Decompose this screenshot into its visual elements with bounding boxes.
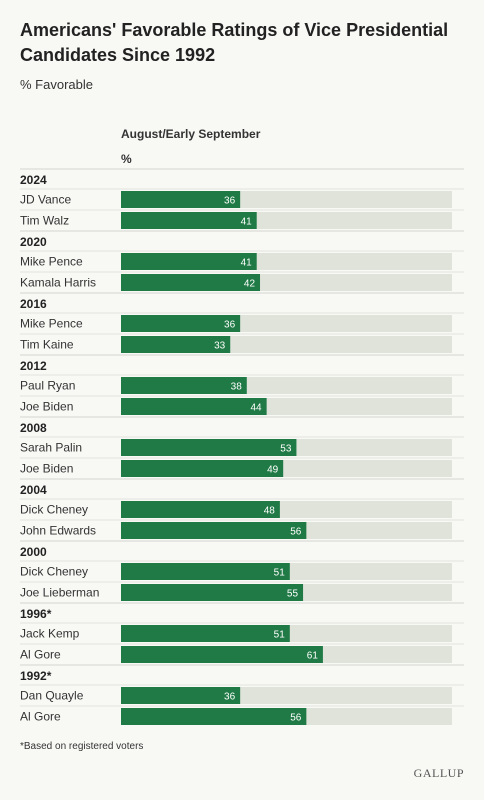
group-label: 2000 (20, 545, 47, 559)
candidate-name: Joe Biden (20, 400, 73, 414)
bar (121, 336, 231, 353)
bar-chart: 2024 JD Vance 36 Tim Walz 41 2020 Mike Pence 41… (20, 168, 464, 725)
bar-value-label: 38 (231, 382, 243, 393)
candidate-name: Joe Lieberman (20, 586, 99, 600)
bar-value-label: 61 (307, 651, 319, 662)
candidate-name: Al Gore (20, 648, 61, 662)
candidate-name: Sarah Palin (20, 441, 82, 455)
bar-value-label: 36 (224, 692, 236, 703)
bar (121, 315, 241, 332)
bar-value-label: 36 (224, 320, 236, 331)
bar (121, 522, 307, 539)
bar-value-label: 56 (290, 527, 302, 538)
bar (121, 191, 241, 208)
group-label: 1996* (20, 607, 52, 621)
bar-value-label: 48 (264, 506, 276, 517)
bar-value-label: 51 (274, 568, 286, 579)
candidate-name: Tim Walz (20, 214, 69, 228)
bar (121, 563, 290, 580)
candidate-name: Dick Cheney (20, 565, 88, 579)
bar (121, 439, 297, 456)
column-header: August/Early September (121, 127, 261, 141)
bar-value-label: 42 (244, 279, 256, 290)
bar (121, 212, 257, 229)
bar-value-label: 49 (267, 465, 279, 476)
group-label: 1992* (20, 669, 52, 683)
group-label: 2008 (20, 421, 47, 435)
bar (121, 501, 280, 518)
group-label: 2020 (20, 235, 47, 249)
group-label: 2012 (20, 359, 47, 373)
bar (121, 460, 284, 477)
bar (121, 584, 304, 601)
bar-value-label: 33 (214, 341, 226, 352)
bar (121, 398, 267, 415)
chart-subtitle: % Favorable (20, 77, 93, 92)
group-label: 2024 (20, 173, 47, 187)
bar-value-label: 51 (274, 630, 286, 641)
candidate-name: JD Vance (20, 193, 71, 207)
bar (121, 274, 261, 291)
bar (121, 625, 290, 642)
gallup-logo: GALLUP (413, 766, 464, 780)
column-unit: % (121, 152, 132, 166)
bar (121, 646, 323, 663)
chart-title: Americans' Favorable Ratings of Vice Pre… (20, 20, 449, 65)
candidate-name: Dick Cheney (20, 503, 88, 517)
bar-value-label: 53 (280, 444, 292, 455)
candidate-name: Kamala Harris (20, 276, 96, 290)
candidate-name: Al Gore (20, 710, 61, 724)
candidate-name: Paul Ryan (20, 379, 75, 393)
bar-value-label: 41 (241, 258, 253, 269)
candidate-name: Tim Kaine (20, 338, 74, 352)
bar-value-label: 44 (251, 403, 263, 414)
bar (121, 708, 307, 725)
group-label: 2004 (20, 483, 47, 497)
candidate-name: Mike Pence (20, 317, 83, 331)
bar (121, 377, 247, 394)
candidate-name: Jack Kemp (20, 627, 80, 641)
candidate-name: John Edwards (20, 524, 96, 538)
bar (121, 253, 257, 270)
candidate-name: Joe Biden (20, 462, 73, 476)
bar-value-label: 55 (287, 589, 299, 600)
bar-value-label: 56 (290, 713, 302, 724)
candidate-name: Dan Quayle (20, 689, 84, 703)
footnote: *Based on registered voters (20, 741, 144, 752)
bar-value-label: 36 (224, 196, 236, 207)
candidate-name: Mike Pence (20, 255, 83, 269)
group-label: 2016 (20, 297, 47, 311)
bar (121, 687, 241, 704)
bar-value-label: 41 (241, 217, 253, 228)
